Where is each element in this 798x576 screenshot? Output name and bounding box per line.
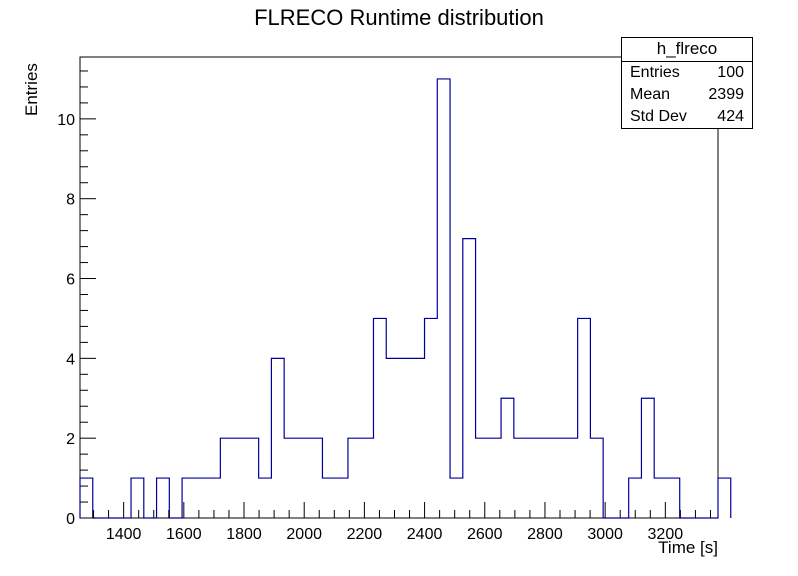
histogram-outline bbox=[79, 78, 732, 519]
histogram-bin bbox=[361, 438, 374, 518]
stats-box: h_flreco Entries 100 Mean 2399 Std Dev 4… bbox=[621, 37, 753, 129]
histogram-bin bbox=[297, 438, 310, 518]
histogram-bin bbox=[259, 478, 272, 518]
x-tick-label: 2800 bbox=[527, 526, 563, 543]
histogram-bin bbox=[246, 438, 259, 518]
histogram-bin bbox=[386, 358, 399, 518]
x-axis-label: Time [s] bbox=[658, 538, 718, 557]
y-tick-label: 10 bbox=[57, 112, 75, 129]
histogram-bin bbox=[195, 478, 208, 518]
histogram-bin bbox=[220, 438, 233, 518]
plot-frame bbox=[79, 56, 719, 519]
y-tick-label: 2 bbox=[66, 431, 75, 448]
histogram-bin bbox=[463, 239, 476, 518]
y-axis-label: Entries bbox=[22, 63, 41, 116]
x-tick-label: 2400 bbox=[407, 526, 443, 543]
histogram-bin bbox=[667, 478, 680, 518]
histogram-bin bbox=[412, 358, 425, 518]
x-axis: 1400 1600 1800 2000 2200 2400 2600 2800 3000 3200 bbox=[93, 502, 711, 543]
histogram-bin bbox=[514, 438, 527, 518]
stats-label: Std Dev bbox=[630, 108, 687, 125]
histogram-bin bbox=[335, 478, 348, 518]
stats-title: h_flreco bbox=[622, 38, 752, 62]
histogram-bin bbox=[322, 478, 335, 518]
histogram-bin bbox=[348, 438, 361, 518]
x-tick-label: 2200 bbox=[347, 526, 383, 543]
histogram-bin bbox=[80, 478, 93, 518]
stats-label: Entries bbox=[630, 64, 680, 81]
histogram-bins bbox=[79, 78, 732, 519]
histogram-bin bbox=[578, 318, 591, 518]
histogram-bin bbox=[718, 478, 731, 518]
x-tick-label: 1800 bbox=[226, 526, 262, 543]
histogram-bin bbox=[373, 318, 386, 518]
histogram-bin bbox=[284, 438, 297, 518]
histogram-bin bbox=[425, 318, 438, 518]
histogram-bin bbox=[271, 358, 284, 518]
histogram-bin bbox=[450, 478, 463, 518]
chart-title: FLRECO Runtime distribution bbox=[254, 5, 544, 30]
x-tick-label: 1400 bbox=[106, 526, 142, 543]
histogram-bin bbox=[590, 438, 603, 518]
histogram-bin bbox=[476, 438, 489, 518]
stats-row-stddev: Std Dev 424 bbox=[622, 106, 752, 128]
stats-value: 100 bbox=[717, 64, 744, 81]
x-tick-label: 3000 bbox=[587, 526, 623, 543]
stats-label: Mean bbox=[630, 86, 671, 103]
histogram-bin bbox=[501, 398, 514, 518]
histogram-bin bbox=[157, 478, 170, 518]
stats-value: 2399 bbox=[708, 86, 744, 103]
y-axis: 0 2 4 6 8 10 bbox=[57, 70, 96, 528]
stats-row-mean: Mean 2399 bbox=[622, 84, 752, 106]
y-tick-label: 0 bbox=[66, 511, 75, 528]
histogram-bin bbox=[552, 438, 565, 518]
y-tick-label: 4 bbox=[66, 351, 75, 368]
histogram-bin bbox=[527, 438, 540, 518]
plot-area-border bbox=[79, 56, 719, 519]
histogram-bin bbox=[488, 438, 501, 518]
x-tick-label: 1600 bbox=[166, 526, 202, 543]
x-tick-label: 3200 bbox=[648, 526, 684, 543]
histogram-bin bbox=[565, 438, 578, 518]
histogram-bin bbox=[131, 478, 144, 518]
y-tick-label: 6 bbox=[66, 272, 75, 289]
histogram-bin bbox=[539, 438, 552, 518]
x-tick-label: 2000 bbox=[286, 526, 322, 543]
stats-value: 424 bbox=[717, 108, 744, 125]
histogram-bin bbox=[641, 398, 654, 518]
stats-row-entries: Entries 100 bbox=[622, 62, 752, 84]
x-tick-label: 2600 bbox=[467, 526, 503, 543]
y-tick-label: 8 bbox=[66, 192, 75, 209]
histogram-bin bbox=[310, 438, 323, 518]
histogram-bin bbox=[399, 358, 412, 518]
histogram-bin bbox=[437, 79, 450, 518]
